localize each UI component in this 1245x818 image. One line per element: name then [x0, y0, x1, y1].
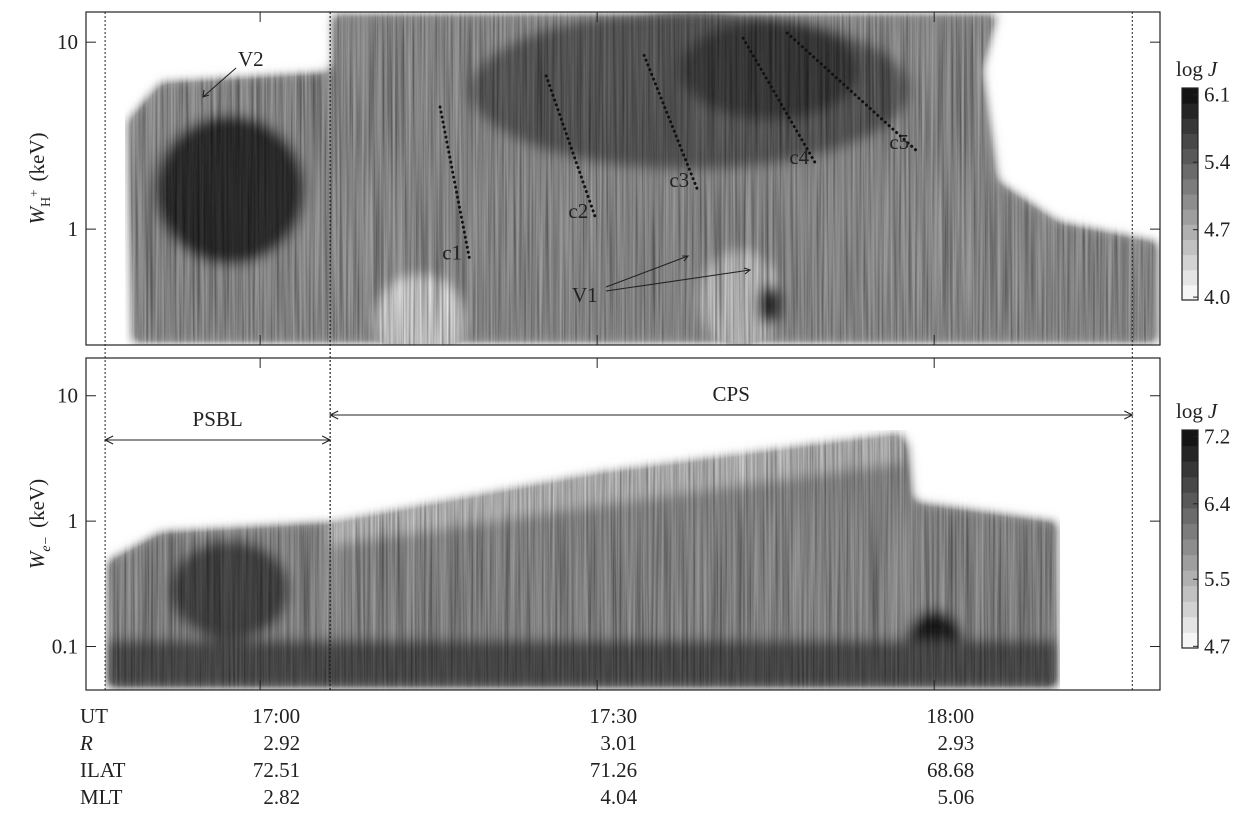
ephemeris-value: 2.92 [263, 731, 300, 755]
y-label-unit: (keV) [25, 479, 49, 528]
colorbar-step [1182, 269, 1198, 286]
ephemeris-value: 72.51 [253, 758, 300, 782]
ephemeris-value: 3.01 [600, 731, 637, 755]
panel-frame [85, 11, 1161, 346]
y-axis-label: We− (keV) [25, 479, 54, 569]
y-label-superscript: + [26, 190, 41, 197]
colorbar-step [1182, 616, 1198, 633]
ephemeris-row-label: MLT [80, 785, 123, 809]
colorbar-step [1182, 523, 1198, 540]
ephemeris-value: 71.26 [590, 758, 637, 782]
y-tick-label: 10 [57, 30, 78, 54]
colorbar-label-text: log [1176, 399, 1203, 423]
dispersion-line [741, 36, 819, 168]
ephemeris-value: 68.68 [927, 758, 974, 782]
colorbar-tick-label: 5.4 [1204, 150, 1231, 174]
ephemeris-row-label: R [79, 731, 93, 755]
ephemeris-value: 4.04 [600, 785, 637, 809]
colorbar-step [1182, 103, 1198, 119]
region-label: PSBL [193, 407, 243, 431]
colorbar-step [1182, 239, 1198, 256]
colorbar-step [1182, 133, 1198, 150]
ephemeris-row-label: ILAT [80, 758, 126, 782]
ephemeris-row-label: UT [80, 704, 108, 728]
colorbar-tick-label: 6.4 [1204, 492, 1231, 516]
colorbar-step [1182, 461, 1198, 478]
colorbar-step [1182, 194, 1198, 210]
y-label-subscript: e− [39, 536, 54, 552]
dispersion-line [785, 31, 919, 153]
colorbar-label: log J [1176, 57, 1219, 81]
ephemeris-value: 2.93 [937, 731, 974, 755]
ephemeris-value: 17:00 [252, 704, 300, 728]
colorbar-step [1182, 178, 1198, 195]
colorbar-label-symbol: J [1208, 57, 1219, 81]
arrow [605, 267, 752, 292]
colorbar-step [1182, 539, 1198, 556]
colorbar-step [1182, 163, 1198, 180]
ephemeris-value: 18:00 [926, 704, 974, 728]
colorbar-step [1182, 284, 1198, 301]
y-tick-label: 0.1 [52, 635, 78, 659]
colorbar-tick-label: 4.7 [1204, 218, 1230, 242]
colorbar-step [1182, 476, 1198, 493]
ephemeris-value: 17:30 [589, 704, 637, 728]
annotation: V1 [572, 283, 598, 307]
dispersion-line [642, 53, 699, 191]
dispersion-label: c3 [669, 168, 689, 192]
annotation: V2 [238, 47, 264, 71]
colorbar-step [1182, 254, 1198, 271]
panel-frame [85, 357, 1161, 691]
ephemeris-value: 5.06 [937, 785, 974, 809]
y-label-symbol: W [25, 549, 49, 569]
colorbar-step [1182, 507, 1198, 524]
colorbar-tick-label: 5.5 [1204, 567, 1230, 591]
colorbar-label-symbol: J [1208, 399, 1219, 423]
colorbar-step [1182, 148, 1198, 165]
colorbar-tick-label: 6.1 [1204, 83, 1230, 107]
colorbar-step [1182, 430, 1198, 447]
colorbar-step [1182, 632, 1198, 649]
region-label: CPS [713, 382, 750, 406]
colorbar-step [1182, 570, 1198, 587]
y-axis-label: WH+ (keV) [25, 133, 54, 225]
dispersion-label: c4 [789, 145, 809, 169]
dispersion-label: c5 [889, 130, 909, 154]
colorbar-step [1182, 492, 1198, 509]
colorbar-label-text: log [1176, 57, 1203, 81]
colorbar-step [1182, 585, 1198, 602]
colorbar-step [1182, 88, 1198, 104]
colorbar-tick-label: 4.0 [1204, 285, 1230, 309]
arrow [605, 255, 690, 288]
colorbar-label: log J [1176, 399, 1219, 423]
arrow [202, 67, 237, 98]
colorbar-frame [1181, 87, 1199, 301]
y-tick-label: 1 [68, 509, 79, 533]
ephemeris-value: 2.82 [263, 785, 300, 809]
dispersion-label: c1 [442, 241, 462, 265]
colorbar-step [1182, 445, 1198, 462]
colorbar-step [1182, 554, 1198, 571]
colorbar-step [1182, 224, 1198, 240]
y-tick-label: 1 [68, 217, 79, 241]
colorbar-tick-label: 4.7 [1204, 634, 1230, 658]
colorbar-step [1182, 209, 1198, 225]
y-label-symbol: W [25, 204, 49, 224]
dispersion-line [438, 105, 472, 264]
spectrogram-bottom [105, 430, 1060, 690]
arrow-head [328, 410, 1134, 420]
y-label-subscript: H [39, 197, 54, 207]
y-tick-label: 10 [57, 384, 78, 408]
colorbar-step [1182, 118, 1198, 134]
colorbar-step [1182, 601, 1198, 618]
y-label-unit: (keV) [25, 133, 49, 182]
colorbar-tick-label: 7.2 [1204, 425, 1230, 449]
dispersion-label: c2 [568, 199, 588, 223]
dispersion-line [544, 74, 598, 222]
spectrogram-top [125, 12, 1160, 345]
colorbar-frame [1181, 429, 1199, 649]
